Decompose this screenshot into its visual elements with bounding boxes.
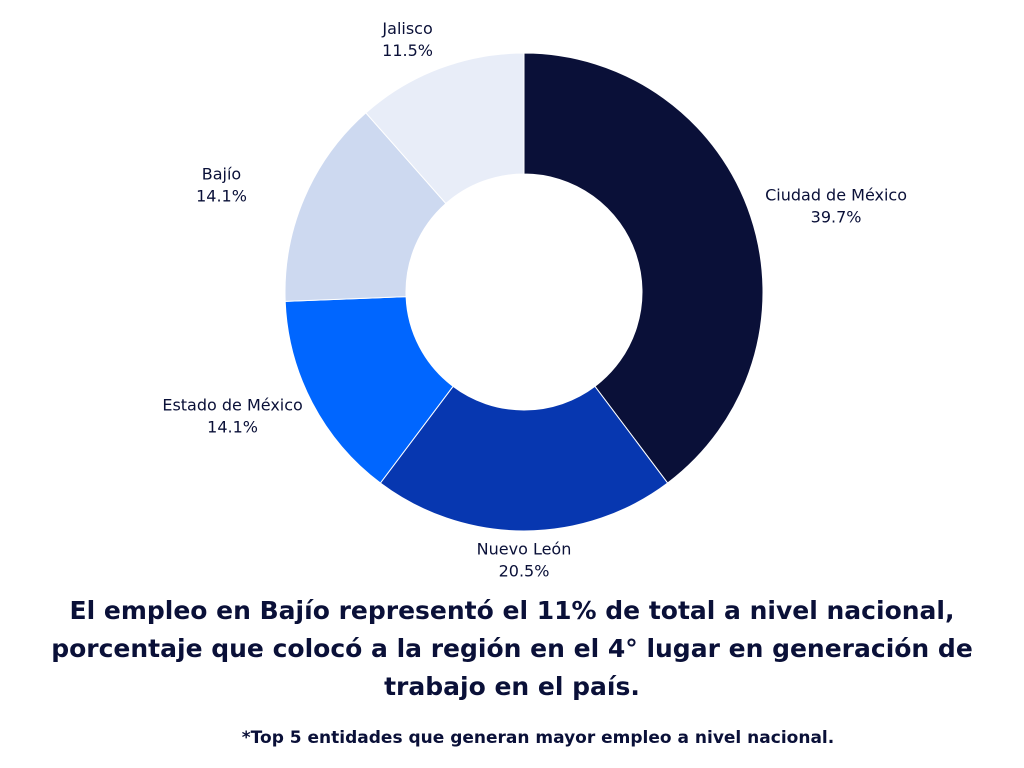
slice-label: Nuevo León — [477, 540, 572, 559]
value-label: 14.1% — [196, 187, 247, 206]
value-label: 20.5% — [499, 562, 550, 581]
slice-label: Ciudad de México — [765, 185, 907, 204]
donut-slice — [523, 52, 764, 484]
donut-slice — [284, 296, 454, 484]
value-label: 39.7% — [811, 207, 862, 226]
slice-label: Bajío — [202, 165, 241, 184]
caption: El empleo en Bajío representó el 11% de … — [51, 596, 973, 701]
value-label: 11.5% — [382, 41, 433, 60]
slice-label: Estado de México — [162, 395, 303, 414]
donut-slice — [365, 52, 525, 205]
donut-slice — [379, 385, 669, 532]
donut-slice — [284, 112, 447, 302]
footnote: *Top 5 entidades que generan mayor emple… — [241, 728, 835, 748]
chart: Ciudad de México 39.7% Nuevo León 20.5% Esta… — [162, 19, 907, 581]
value-label: 14.1% — [207, 417, 258, 436]
slice-label: Jalisco — [381, 19, 432, 38]
